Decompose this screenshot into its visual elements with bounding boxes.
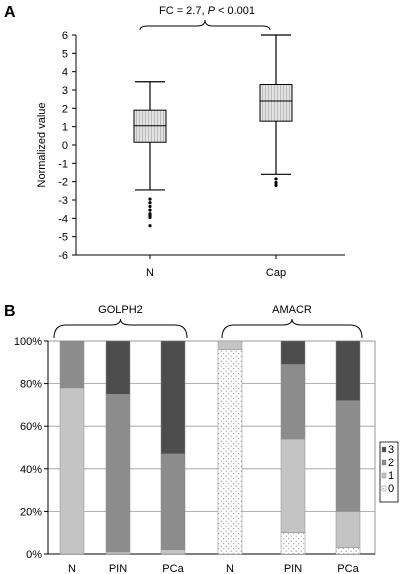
y-tick-label: 20%: [20, 506, 42, 518]
bar-amacr-n: [217, 340, 243, 555]
legend-label: 0: [388, 483, 394, 495]
legend-label: 3: [388, 444, 394, 456]
box-plot-panel: -6 -5 -4 -3 -2 -1 0 1 2 3 4 5 6 Normalized value N Cap F…: [36, 5, 345, 279]
outlier-point: [148, 224, 152, 228]
group-bracket: [221, 318, 363, 339]
x-tick-label: PCa: [162, 563, 184, 574]
bar-segment-0: [335, 547, 361, 555]
y-tick-label: 3: [62, 85, 68, 97]
bar-segment-3: [280, 340, 306, 365]
annotation-prefix: FC = 2.7,: [159, 5, 208, 17]
bar-amacr-pca: [335, 340, 361, 555]
legend-swatch-3: [381, 446, 387, 453]
bar-segment-3: [335, 340, 361, 401]
legend-swatch-1: [381, 472, 387, 479]
bar-segment-3: [105, 340, 131, 395]
bar-segment-1: [280, 438, 306, 533]
legend-label: 2: [388, 457, 394, 469]
x-tick-label: PIN: [284, 563, 302, 574]
bar-segment-2: [105, 394, 131, 553]
outlier-point: [274, 180, 278, 185]
y-tick-label: 100%: [14, 336, 42, 348]
y-tick-label: 0%: [26, 549, 42, 561]
outlier-point: [148, 197, 152, 201]
y-tick-label: 5: [62, 48, 68, 60]
y-tick-label: 1: [62, 122, 68, 134]
x-tick-label: N: [68, 563, 76, 574]
stacked-bar-panel: 0% 20% 40% 60% 80% 100% N PIN PCa N PIN PCa GOLPH2 AM…: [14, 304, 399, 574]
y-tick-label: 6: [62, 30, 68, 42]
bar-golph2-pca: [160, 340, 186, 555]
bar-segment-2: [59, 340, 85, 389]
x-tick-label: PIN: [109, 563, 127, 574]
panel-a-letter: A: [4, 4, 16, 21]
bar-segment-1: [335, 511, 361, 548]
y-tick-label: 0: [62, 140, 68, 152]
outlier-point: [148, 208, 152, 212]
bar-segment-1: [59, 387, 85, 555]
y-tick-label: 40%: [20, 464, 42, 476]
bar-segment-1: [217, 340, 243, 350]
bar-segment-3: [160, 340, 186, 455]
y-tick-label: -6: [58, 250, 68, 262]
x-tick-label: N: [226, 563, 234, 574]
y-tick-label: -3: [58, 195, 68, 207]
y-tick-label: -1: [58, 158, 68, 170]
y-tick-label: -5: [58, 232, 68, 244]
y-tick-label: 2: [62, 103, 68, 115]
annotation-p-symbol: P: [208, 5, 216, 17]
bar-golph2-n: [59, 340, 85, 555]
y-axis-label: Normalized value: [36, 103, 48, 188]
bar-segment-1: [105, 551, 131, 555]
legend-swatch-2: [381, 459, 387, 466]
bar-segment-0: [280, 532, 306, 555]
outlier-point: [148, 201, 152, 205]
y-tick-label: 80%: [20, 379, 42, 391]
significance-bracket: [139, 19, 271, 31]
significance-annotation: FC = 2.7, P < 0.001: [159, 5, 255, 17]
outlier-point: [274, 183, 278, 187]
bar-segment-1: [160, 549, 186, 555]
y-tick-label: -4: [58, 213, 68, 225]
outlier-point: [148, 204, 152, 209]
annotation-suffix: < 0.001: [215, 5, 255, 17]
group-label: AMACR: [272, 304, 312, 316]
interquartile-box: [259, 84, 293, 122]
bar-amacr-pin: [280, 340, 306, 555]
bar-segment-2: [280, 364, 306, 440]
x-tick-label: PCa: [337, 563, 359, 574]
outlier-point: [274, 177, 278, 181]
y-tick-label: 60%: [20, 421, 42, 433]
bar-golph2-pin: [105, 340, 131, 555]
plot-area: [47, 340, 376, 555]
box-n: [133, 81, 167, 228]
y-tick-label: 4: [62, 67, 68, 79]
x-tick-label: N: [146, 267, 154, 279]
legend-label: 1: [388, 470, 394, 482]
legend-swatch-0: [381, 485, 387, 492]
y-tick-label: -2: [58, 177, 68, 189]
group-label: GOLPH2: [98, 304, 143, 316]
group-bracket: [53, 318, 188, 339]
outlier-point: [148, 215, 152, 220]
bar-segment-2: [160, 453, 186, 550]
panel-b-letter: B: [4, 303, 16, 320]
x-tick-label: Cap: [266, 267, 286, 279]
box-cap: [259, 34, 293, 187]
bar-segment-0: [217, 349, 243, 555]
bar-segment-2: [335, 400, 361, 512]
